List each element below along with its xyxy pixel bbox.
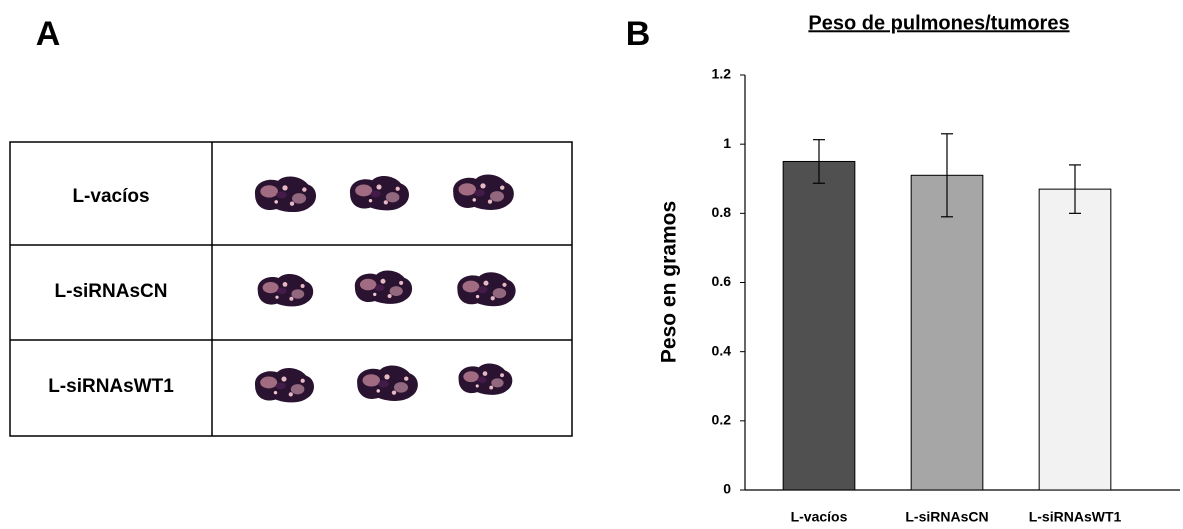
y-tick-label: 0.6 bbox=[712, 273, 732, 289]
y-axis-label: Peso en gramos bbox=[658, 201, 681, 363]
row-label: L-siRNAsCN bbox=[55, 281, 168, 302]
y-tick-label: 0.8 bbox=[712, 204, 732, 220]
y-tick-label: 1.2 bbox=[712, 66, 732, 82]
row-label: L-siRNAsWT1 bbox=[48, 376, 174, 397]
lung-photos bbox=[255, 175, 516, 403]
panel-label: A bbox=[36, 15, 61, 53]
bar bbox=[911, 175, 983, 490]
x-tick-label: L-vacíos bbox=[791, 509, 848, 525]
lung-photo bbox=[255, 176, 316, 212]
lung-photo bbox=[459, 364, 513, 395]
lung-photo bbox=[355, 271, 412, 304]
lung-photo bbox=[457, 272, 515, 306]
bar bbox=[783, 161, 855, 490]
figure: A B L-vacíos L-siRNAsCN L-siRNAsWT1 Peso… bbox=[0, 0, 1183, 529]
lung-photo bbox=[357, 366, 418, 401]
x-tick-label: L-siRNAsCN bbox=[905, 509, 988, 525]
page: A B L-vacíos L-siRNAsCN L-siRNAsWT1 Peso… bbox=[0, 0, 1183, 529]
y-tick-label: 0.4 bbox=[712, 342, 732, 358]
lung-photo bbox=[255, 368, 314, 402]
panel-label: B bbox=[626, 15, 651, 53]
lung-photo bbox=[453, 175, 514, 210]
row-label: L-vacíos bbox=[72, 186, 149, 207]
y-tick-label: 0.2 bbox=[712, 412, 732, 428]
y-tick-label: 1 bbox=[723, 135, 731, 151]
lung-photo bbox=[350, 176, 409, 210]
lung-photo bbox=[258, 274, 314, 306]
chart-title: Peso de pulmones/tumores bbox=[808, 12, 1069, 34]
x-tick-label: L-siRNAsWT1 bbox=[1029, 509, 1122, 525]
bar bbox=[1039, 189, 1111, 490]
y-tick-label: 0 bbox=[723, 481, 731, 497]
